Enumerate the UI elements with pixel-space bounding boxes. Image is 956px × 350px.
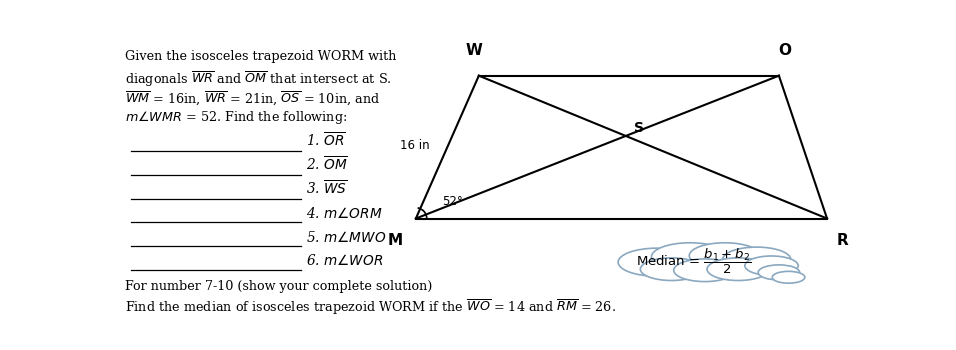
Text: 6. $m\angle WOR$: 6. $m\angle WOR$ <box>306 253 383 268</box>
Circle shape <box>689 243 760 269</box>
Text: Median = $\dfrac{b_1 + b_2}{2}$: Median = $\dfrac{b_1 + b_2}{2}$ <box>636 247 751 276</box>
Text: R: R <box>836 233 848 248</box>
Text: For number 7-10 (show your complete solution): For number 7-10 (show your complete solu… <box>125 280 433 293</box>
Circle shape <box>707 258 770 280</box>
Circle shape <box>641 258 703 280</box>
Text: 52°: 52° <box>442 195 463 208</box>
Text: 1. $\overline{OR}$: 1. $\overline{OR}$ <box>306 132 346 150</box>
Circle shape <box>723 247 791 272</box>
Text: $\overline{WM}$ = 16in, $\overline{WR}$ = 21in, $\overline{OS}$ = 10in, and: $\overline{WM}$ = 16in, $\overline{WR}$ … <box>125 90 380 107</box>
Circle shape <box>619 248 695 276</box>
Text: Find the median of isosceles trapezoid WORM if the $\overline{WO}$ = 14 and $\ov: Find the median of isosceles trapezoid W… <box>125 298 617 317</box>
Circle shape <box>651 243 728 271</box>
Text: 5. $m\angle MWO$: 5. $m\angle MWO$ <box>306 230 386 245</box>
Text: 16 in: 16 in <box>400 139 429 152</box>
Text: S: S <box>635 121 644 135</box>
Text: W: W <box>466 43 482 58</box>
Text: 3. $\overline{WS}$: 3. $\overline{WS}$ <box>306 179 348 197</box>
Circle shape <box>772 271 805 283</box>
Circle shape <box>758 265 799 280</box>
Circle shape <box>745 256 798 275</box>
Text: 4. $m\angle ORM$: 4. $m\angle ORM$ <box>306 206 382 221</box>
Text: M: M <box>387 233 402 248</box>
Circle shape <box>674 259 736 282</box>
Text: 2. $\overline{OM}$: 2. $\overline{OM}$ <box>306 155 348 174</box>
Text: Given the isosceles trapezoid WORM with: Given the isosceles trapezoid WORM with <box>125 50 397 63</box>
Text: diagonals $\overline{WR}$ and $\overline{OM}$ that intersect at S.: diagonals $\overline{WR}$ and $\overline… <box>125 70 392 89</box>
Text: $m\angle WMR$ = 52. Find the following:: $m\angle WMR$ = 52. Find the following: <box>125 109 348 126</box>
Text: O: O <box>778 43 792 58</box>
